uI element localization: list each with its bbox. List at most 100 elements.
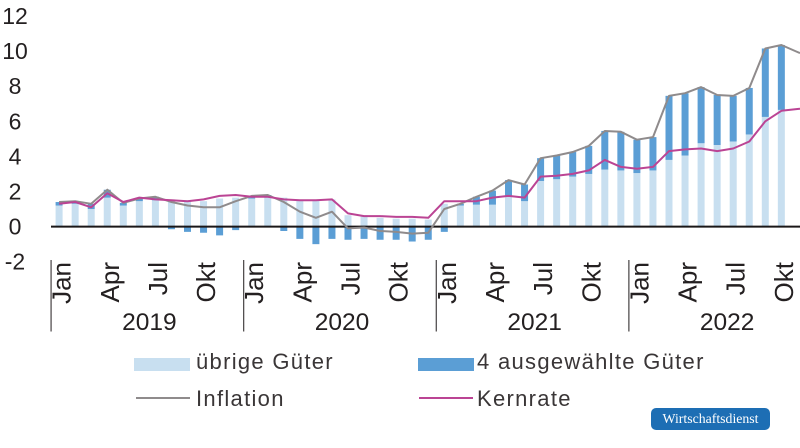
- bar-uebrige-gueter: [280, 197, 288, 227]
- bar-uebrige-gueter: [585, 173, 593, 227]
- x-axis-month-label: Jan: [239, 262, 269, 304]
- bar-uebrige-gueter: [681, 155, 689, 227]
- x-axis-month-label: Jul: [336, 262, 366, 295]
- y-axis-tick-label: 2: [9, 179, 22, 205]
- bar-vier-gueter: [649, 137, 657, 171]
- bar-uebrige-gueter: [119, 205, 127, 227]
- y-axis-tick-label: 4: [9, 143, 22, 169]
- bar-vier-gueter: [232, 226, 240, 231]
- bar-vier-gueter: [200, 226, 208, 233]
- legend-label-inflation: Inflation: [196, 385, 285, 411]
- kernrate-line: [58, 107, 800, 219]
- bar-vier-gueter: [537, 158, 545, 181]
- bar-vier-gueter: [440, 226, 448, 232]
- bar-uebrige-gueter: [392, 218, 400, 227]
- bar-uebrige-gueter: [312, 200, 320, 227]
- bar-uebrige-gueter: [713, 144, 721, 227]
- bar-uebrige-gueter: [488, 204, 496, 227]
- bar-uebrige-gueter: [745, 134, 753, 227]
- bar-vier-gueter: [569, 152, 577, 177]
- bar-uebrige-gueter: [200, 201, 208, 227]
- bar-vier-gueter: [585, 145, 593, 174]
- bar-uebrige-gueter: [344, 215, 352, 227]
- bar-vier-gueter: [713, 94, 721, 145]
- x-axis-month-label: Jul: [528, 262, 558, 295]
- legend-swatch-inflation-line: [136, 396, 190, 399]
- bar-vier-gueter: [681, 93, 689, 156]
- legend-swatch-kernrate-line: [419, 396, 473, 399]
- y-axis-tick-label: 12: [2, 3, 28, 29]
- x-axis-month-label: Okt: [384, 261, 414, 302]
- bar-uebrige-gueter: [761, 116, 769, 227]
- bar-uebrige-gueter: [505, 195, 512, 227]
- bar-uebrige-gueter: [55, 205, 63, 227]
- bar-vier-gueter: [167, 226, 175, 230]
- bar-uebrige-gueter: [601, 169, 609, 227]
- bar-vier-gueter: [633, 139, 641, 174]
- bar-vier-gueter: [296, 226, 304, 239]
- bar-uebrige-gueter: [777, 109, 785, 227]
- bar-uebrige-gueter: [232, 197, 240, 227]
- x-axis-year-label: 2022: [700, 309, 755, 336]
- bar-uebrige-gueter: [697, 143, 705, 227]
- x-axis-month-label: Okt: [769, 261, 799, 302]
- bar-vier-gueter: [312, 226, 320, 245]
- bar-vier-gueter: [761, 48, 769, 117]
- bar-vier-gueter: [119, 202, 127, 206]
- y-axis-tick-label: 6: [9, 108, 22, 134]
- y-axis-tick-label: 10: [2, 38, 28, 64]
- x-axis-month-label: Okt: [576, 261, 606, 302]
- bar-vier-gueter: [665, 95, 673, 160]
- legend-label-uebrige-gueter: übrige Güter: [196, 349, 334, 374]
- x-axis-month-label: Jul: [721, 262, 751, 295]
- bar-uebrige-gueter: [87, 209, 95, 227]
- legend-swatch-uebrige-gueter: [134, 358, 190, 371]
- y-axis-tick-label: -2: [5, 249, 25, 275]
- bar-uebrige-gueter: [665, 159, 673, 227]
- bar-vier-gueter: [135, 198, 143, 202]
- x-axis-month-label: Apr: [287, 262, 317, 303]
- bar-vier-gueter: [184, 226, 191, 232]
- x-axis-month-label: Okt: [191, 261, 221, 302]
- x-axis-month-label: Apr: [673, 262, 703, 303]
- bar-uebrige-gueter: [264, 197, 272, 227]
- y-axis-tick-label: 0: [9, 214, 22, 240]
- bar-vier-gueter: [697, 87, 705, 144]
- wirtschaftsdienst-badge: Wirtschaftsdienst: [651, 408, 770, 430]
- bar-vier-gueter: [280, 226, 288, 231]
- bar-vier-gueter: [376, 226, 384, 240]
- bar-uebrige-gueter: [456, 205, 464, 227]
- x-axis-year-label: 2021: [507, 309, 562, 336]
- x-axis-month-label: Jan: [624, 262, 654, 304]
- bar-uebrige-gueter: [296, 199, 304, 227]
- x-axis-year-label: 2020: [315, 309, 370, 336]
- legend-label-vier-gueter: 4 ausgewählte Güter: [477, 349, 705, 374]
- bar-uebrige-gueter: [408, 218, 416, 227]
- bar-vier-gueter: [601, 130, 609, 170]
- bar-vier-gueter: [344, 226, 352, 240]
- bar-uebrige-gueter: [135, 201, 143, 227]
- bar-uebrige-gueter: [151, 200, 159, 227]
- bar-vier-gueter: [745, 87, 753, 135]
- x-axis-month-label: Jan: [432, 262, 462, 304]
- bar-vier-gueter: [216, 226, 224, 236]
- bar-uebrige-gueter: [537, 180, 545, 227]
- bar-vier-gueter: [328, 226, 336, 239]
- bar-uebrige-gueter: [167, 199, 175, 227]
- bar-vier-gueter: [617, 131, 625, 171]
- bar-uebrige-gueter: [71, 203, 79, 227]
- legend-label-kernrate: Kernrate: [477, 385, 572, 411]
- bar-uebrige-gueter: [617, 170, 625, 227]
- bar-uebrige-gueter: [440, 203, 448, 227]
- bar-uebrige-gueter: [360, 215, 368, 227]
- legend-swatch-vier-gueter: [418, 358, 474, 371]
- bar-vier-gueter: [521, 184, 529, 202]
- bar-uebrige-gueter: [649, 170, 657, 227]
- bar-uebrige-gueter: [216, 198, 224, 227]
- bar-uebrige-gueter: [103, 197, 111, 227]
- bar-uebrige-gueter: [729, 141, 737, 227]
- bar-vier-gueter: [505, 180, 512, 196]
- bar-uebrige-gueter: [248, 198, 256, 227]
- inflation-line: [59, 44, 800, 235]
